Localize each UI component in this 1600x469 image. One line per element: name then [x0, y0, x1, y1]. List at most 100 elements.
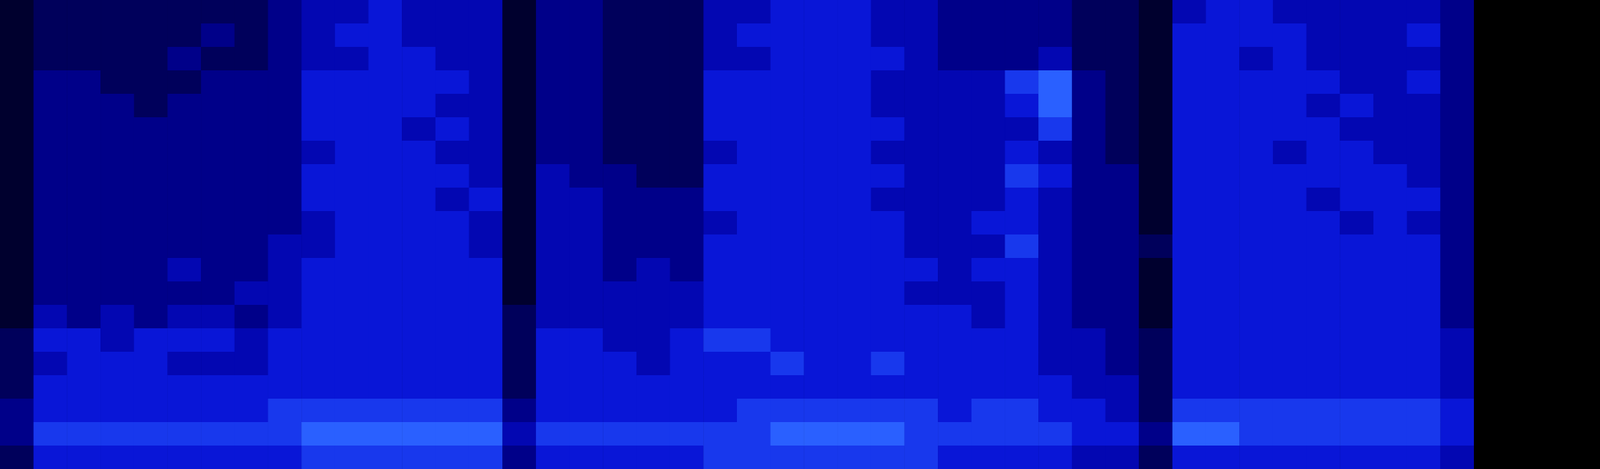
heatmap-cell [1239, 398, 1273, 424]
heatmap-cell [368, 0, 403, 25]
heatmap-cell [803, 187, 838, 212]
heatmap-cell [937, 445, 972, 469]
heatmap-cell [871, 375, 905, 400]
heatmap-cell [1373, 398, 1408, 424]
heatmap-cell [1373, 328, 1408, 353]
heatmap-cell [971, 46, 1006, 72]
heatmap-cell [670, 422, 704, 447]
heatmap-cell [301, 140, 336, 165]
heatmap-cell [871, 281, 905, 306]
heatmap-cell [904, 351, 938, 377]
heatmap-cell [167, 375, 201, 400]
heatmap-cell [1138, 445, 1173, 469]
heatmap-cell [0, 351, 34, 377]
heatmap-cell [1239, 258, 1273, 283]
heatmap-cell [1306, 46, 1341, 72]
heatmap-cell [937, 211, 972, 236]
heatmap-cell [368, 422, 403, 447]
heatmap-cell [66, 351, 101, 377]
heatmap-cell [1206, 23, 1240, 48]
heatmap-cell [469, 140, 504, 165]
heatmap-cell [234, 164, 269, 189]
heatmap-cell [368, 445, 403, 469]
heatmap-cell [401, 46, 436, 72]
heatmap-cell [1239, 375, 1273, 400]
heatmap-cell [33, 351, 68, 377]
heatmap-cell [435, 140, 470, 165]
heatmap-cell [1440, 46, 1474, 72]
heatmap-cell [703, 328, 737, 353]
heatmap-cell [1407, 234, 1441, 259]
heatmap-cell [1339, 445, 1374, 469]
heatmap-cell [1105, 0, 1140, 25]
heatmap-cell [602, 375, 637, 400]
heatmap-cell [100, 375, 135, 400]
heatmap-cell [1206, 351, 1240, 377]
heatmap-cell [670, 164, 704, 189]
heatmap-cell [904, 398, 938, 424]
heatmap-cell [536, 445, 570, 469]
heatmap-cell [904, 281, 938, 306]
heatmap-cell [703, 445, 737, 469]
heatmap-cell [1407, 305, 1441, 330]
heatmap-cell [502, 140, 537, 165]
heatmap-cell [435, 46, 470, 72]
heatmap-cell [1206, 93, 1240, 119]
heatmap-cell [602, 281, 637, 306]
heatmap-cell [602, 398, 637, 424]
heatmap-cell [670, 351, 704, 377]
heatmap-cell [871, 93, 905, 119]
heatmap-cell [736, 23, 771, 48]
heatmap-cell [200, 70, 235, 95]
heatmap-cell [1339, 398, 1374, 424]
heatmap-cell [33, 258, 68, 283]
heatmap-cell [1373, 140, 1408, 165]
heatmap-cell [871, 23, 905, 48]
heatmap-cell [134, 351, 168, 377]
heatmap-cell [871, 0, 905, 25]
heatmap-cell [66, 328, 101, 353]
heatmap-cell [1172, 375, 1207, 400]
heatmap-cell [134, 305, 168, 330]
heatmap-cell [1440, 258, 1474, 283]
heatmap-cell [602, 328, 637, 353]
heatmap-cell [1272, 140, 1307, 165]
heatmap-cell [267, 328, 302, 353]
heatmap-cell [0, 328, 34, 353]
heatmap-cell [401, 375, 436, 400]
heatmap-cell [469, 93, 504, 119]
heatmap-cell [536, 351, 570, 377]
heatmap-cell [368, 117, 403, 142]
heatmap-cell [1306, 140, 1341, 165]
heatmap-cell [602, 211, 637, 236]
heatmap-cell [837, 305, 872, 330]
heatmap-cell [1272, 23, 1307, 48]
heatmap-cell [1373, 93, 1408, 119]
heatmap-cell [1306, 93, 1341, 119]
heatmap-cell [904, 422, 938, 447]
heatmap-cell [536, 164, 570, 189]
heatmap-cell [234, 351, 269, 377]
heatmap-cell [1339, 117, 1374, 142]
heatmap-cell [134, 211, 168, 236]
heatmap-cell [435, 234, 470, 259]
heatmap-cell [66, 258, 101, 283]
heatmap-cell [1004, 211, 1039, 236]
heatmap-cell [803, 23, 838, 48]
heatmap-cell [1072, 117, 1106, 142]
heatmap-cell [736, 70, 771, 95]
heatmap-cell [536, 23, 570, 48]
heatmap-cell [1306, 70, 1341, 95]
heatmap-cell [636, 422, 671, 447]
heatmap-cell [1072, 351, 1106, 377]
heatmap-cell [66, 422, 101, 447]
heatmap-cell [536, 258, 570, 283]
heatmap-cell [904, 328, 938, 353]
heatmap-cell [1373, 305, 1408, 330]
heatmap-cell [736, 46, 771, 72]
heatmap-cell [602, 234, 637, 259]
heatmap-cell [1206, 211, 1240, 236]
heatmap-cell [167, 422, 201, 447]
heatmap-cell [66, 305, 101, 330]
heatmap-cell [1138, 398, 1173, 424]
